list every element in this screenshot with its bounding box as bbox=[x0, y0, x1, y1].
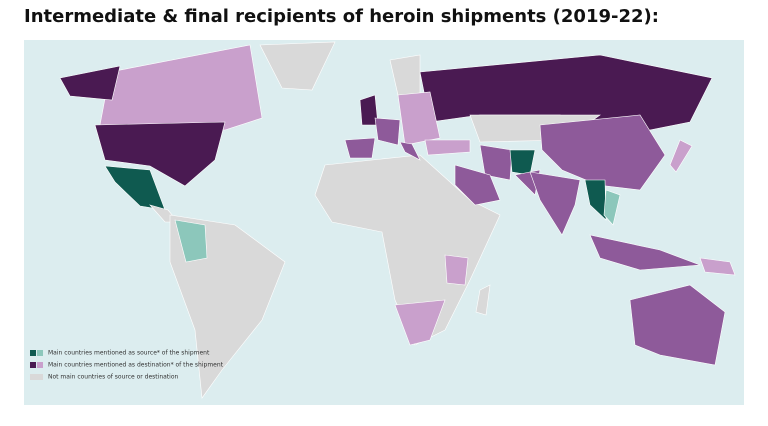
legend-swatch bbox=[30, 374, 43, 380]
legend-swatch bbox=[37, 350, 43, 356]
title: Intermediate & final recipients of heroi… bbox=[24, 6, 659, 27]
legend: Main countries mentioned as source* of t… bbox=[30, 350, 224, 381]
legend-swatch bbox=[37, 362, 43, 368]
legend-label: Main countries mentioned as source* of t… bbox=[48, 350, 210, 357]
map bbox=[59, 41, 736, 399]
legend-label: Not main countries of source or destinat… bbox=[48, 374, 178, 381]
legend-label: Main countries mentioned as destination*… bbox=[48, 362, 224, 369]
legend-swatch bbox=[30, 362, 36, 368]
legend-swatch bbox=[30, 350, 36, 356]
